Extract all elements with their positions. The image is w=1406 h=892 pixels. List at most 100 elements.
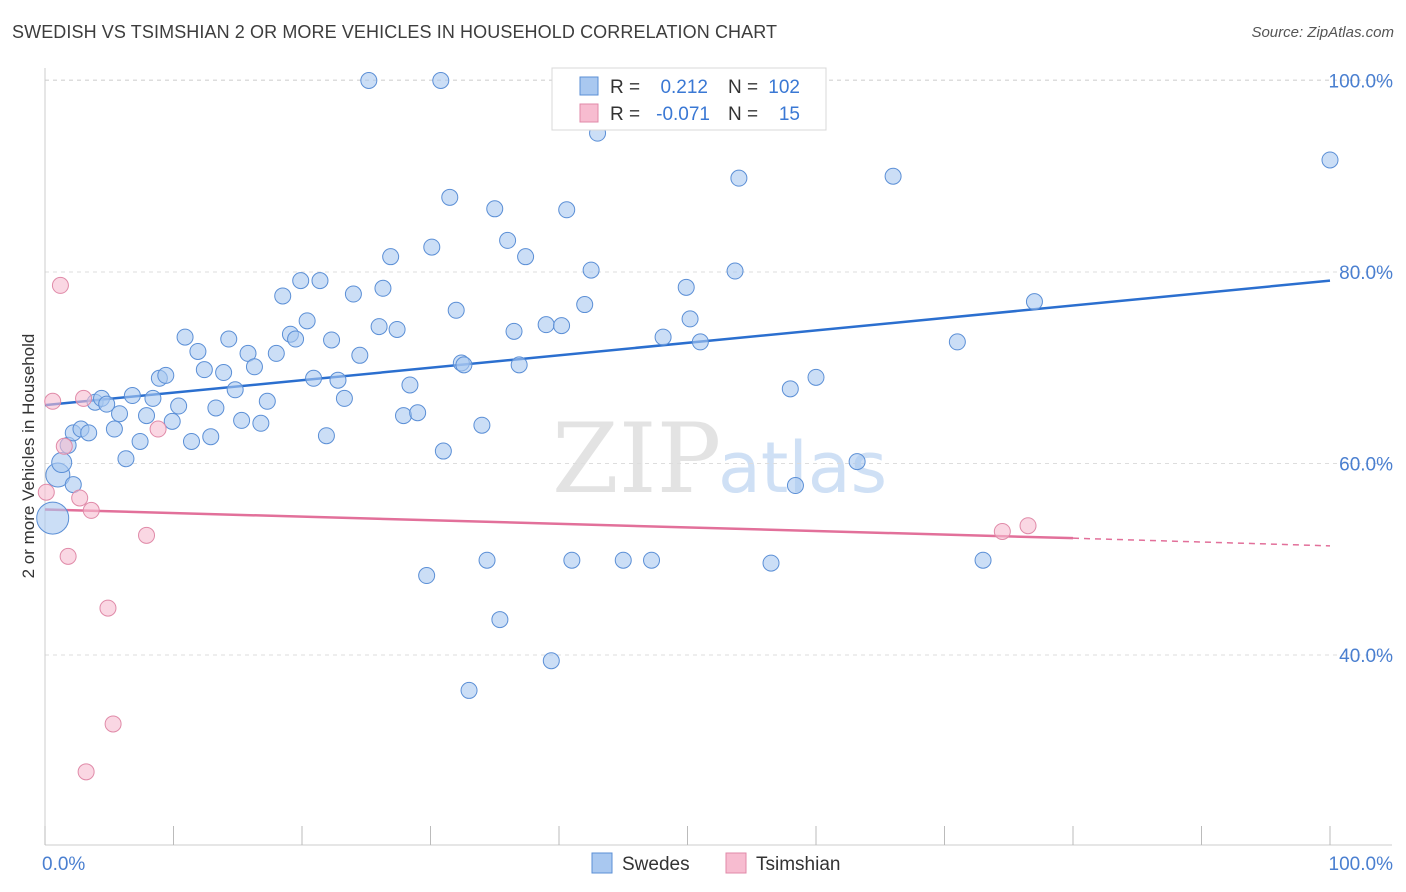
tsimshian-point [44, 392, 62, 410]
swedes-point [423, 238, 441, 256]
swedes-point [292, 272, 310, 290]
swedes-point [252, 414, 270, 432]
swedes-point [395, 407, 413, 425]
swedes-n-value: 102 [768, 77, 800, 98]
swedes-point [948, 333, 966, 351]
tsimshian-point [71, 489, 89, 507]
swedes-point [170, 397, 188, 415]
swedes-point [434, 442, 452, 460]
swedes-point [691, 333, 709, 351]
swedes-point [335, 389, 353, 407]
swedes-point [1321, 151, 1339, 169]
swedes-point [80, 424, 98, 442]
legend-swedes-swatch [591, 852, 613, 874]
tsimshian-point [82, 501, 100, 519]
tsimshian-point [1019, 517, 1037, 535]
swedes-point [884, 167, 902, 185]
swedes-n-label: N = [728, 77, 758, 98]
swedes-point [517, 248, 535, 266]
swedes-point [144, 389, 162, 407]
swedes-point [323, 331, 341, 349]
swedes-point [447, 301, 465, 319]
data-points [36, 72, 1339, 781]
swedes-point [558, 201, 576, 219]
swedes-point [491, 611, 509, 629]
swedes-point [245, 358, 263, 376]
tsimshian-trend-extension [1072, 537, 1331, 547]
swedes-point [726, 262, 744, 280]
swedes-point [643, 551, 661, 569]
swedes-point [510, 356, 528, 374]
swedes-point [202, 428, 220, 446]
trend-lines [44, 279, 1331, 547]
series-legend: Swedes Tsimshian [591, 852, 840, 875]
axes [44, 68, 1392, 846]
tsimshian-point [99, 599, 117, 617]
swedes-point [305, 369, 323, 387]
swedes-point [388, 320, 406, 338]
swedes-point [111, 405, 129, 423]
swedes-point [974, 551, 992, 569]
tsimshian-point [149, 420, 167, 438]
swedes-point [455, 356, 473, 374]
swedes-point [409, 404, 427, 422]
tsimshian-r-label: R = [610, 104, 640, 125]
swedes-point [537, 316, 555, 334]
swedes-point [51, 452, 73, 474]
swedes-point [360, 72, 378, 89]
y-tick-label: 80.0% [1339, 263, 1393, 284]
swedes-point [258, 392, 276, 410]
tsimshian-point [75, 389, 93, 407]
swedes-point [418, 567, 436, 585]
y-tick-label: 60.0% [1339, 455, 1393, 476]
legend-tsimshian-label: Tsimshian [756, 854, 840, 875]
swedes-point [226, 381, 244, 399]
swedes-point [207, 399, 225, 417]
swedes-point [677, 278, 695, 296]
watermark: ZIP atlas [552, 403, 887, 515]
swedes-point [311, 272, 329, 290]
swedes-legend-swatch [579, 76, 599, 96]
swedes-point [157, 366, 175, 384]
y-axis-title: 2 or more Vehicles in Household [19, 334, 38, 579]
chart-title: SWEDISH VS TSIMSHIAN 2 OR MORE VEHICLES … [12, 22, 778, 42]
legend-tsimshian-swatch [725, 852, 747, 874]
tsimshian-n-value: 15 [779, 104, 800, 125]
stats-legend: R = 0.212 N = 102 R = -0.071 N = 15 [551, 67, 827, 131]
swedes-point [499, 231, 517, 249]
tsimshian-legend-swatch [579, 103, 599, 123]
swedes-point [807, 368, 825, 386]
tsimshian-point [993, 522, 1011, 540]
swedes-point [762, 554, 780, 572]
swedes-point [123, 387, 141, 405]
swedes-point [344, 285, 362, 303]
swedes-point [401, 376, 419, 394]
swedes-point [163, 412, 181, 430]
source-label: Source: ZipAtlas.com [1251, 24, 1394, 41]
swedes-point [131, 432, 149, 450]
tsimshian-n-label: N = [728, 104, 758, 125]
swedes-point [730, 169, 748, 187]
tsimshian-point [59, 547, 77, 565]
y-tick-label: 100.0% [1329, 72, 1394, 93]
swedes-point [374, 279, 392, 297]
swedes-point [473, 416, 491, 434]
watermark-zip: ZIP [552, 403, 721, 515]
swedes-point [786, 477, 804, 495]
swedes-point [98, 395, 116, 413]
swedes-point [36, 501, 70, 535]
tick-labels: 40.0% 60.0% 80.0% 100.0% 0.0% 100.0% [42, 72, 1393, 876]
swedes-point [351, 346, 369, 364]
swedes-point [182, 432, 200, 450]
swedes-point [576, 296, 594, 314]
tsimshian-point [37, 483, 55, 501]
tsimshian-trend-line [44, 508, 1074, 540]
swedes-point [563, 551, 581, 569]
swedes-point [681, 310, 699, 328]
swedes-point [781, 380, 799, 398]
x-tick-label-min: 0.0% [42, 854, 85, 875]
swedes-point [582, 261, 600, 279]
tsimshian-point [104, 715, 122, 733]
swedes-point [848, 453, 866, 471]
